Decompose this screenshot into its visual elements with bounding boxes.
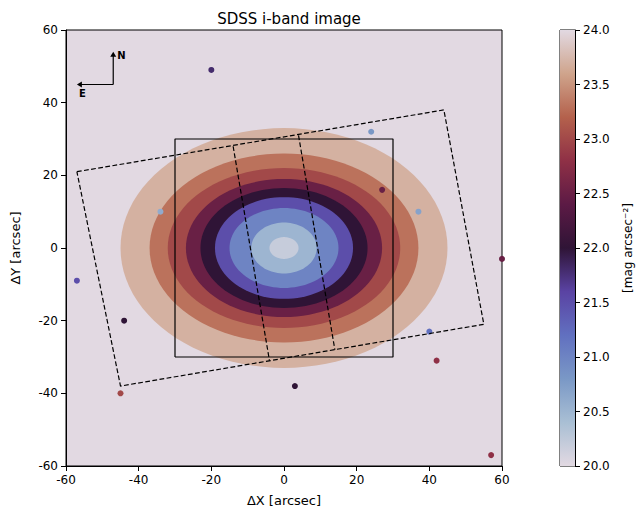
svg-text:21.5: 21.5 <box>583 296 610 310</box>
svg-text:22.0: 22.0 <box>583 241 610 255</box>
svg-text:60: 60 <box>494 473 509 487</box>
svg-text:[mag arcsec⁻²]: [mag arcsec⁻²] <box>621 203 635 293</box>
svg-text:0: 0 <box>280 473 288 487</box>
svg-text:ΔY [arcsec]: ΔY [arcsec] <box>8 211 23 284</box>
svg-text:23.0: 23.0 <box>583 132 610 146</box>
svg-text:-40: -40 <box>38 386 58 400</box>
svg-text:20: 20 <box>349 473 364 487</box>
svg-text:ΔX [arcsec]: ΔX [arcsec] <box>247 493 321 508</box>
svg-text:23.5: 23.5 <box>583 78 610 92</box>
svg-text:-20: -20 <box>38 314 58 328</box>
svg-text:40: 40 <box>422 473 437 487</box>
svg-text:20.5: 20.5 <box>583 405 610 419</box>
svg-text:21.0: 21.0 <box>583 350 610 364</box>
svg-text:20: 20 <box>43 168 58 182</box>
svg-text:-40: -40 <box>129 473 149 487</box>
svg-text:20.0: 20.0 <box>583 459 610 473</box>
svg-text:60: 60 <box>43 23 58 37</box>
svg-text:N: N <box>117 50 125 61</box>
svg-text:SDSS i-band image: SDSS i-band image <box>217 10 361 28</box>
svg-text:22.5: 22.5 <box>583 187 610 201</box>
svg-text:-60: -60 <box>38 459 58 473</box>
svg-text:0: 0 <box>50 241 58 255</box>
svg-text:24.0: 24.0 <box>583 23 610 37</box>
svg-text:-20: -20 <box>202 473 222 487</box>
svg-text:E: E <box>79 88 86 99</box>
svg-text:-60: -60 <box>56 473 76 487</box>
svg-text:40: 40 <box>43 96 58 110</box>
